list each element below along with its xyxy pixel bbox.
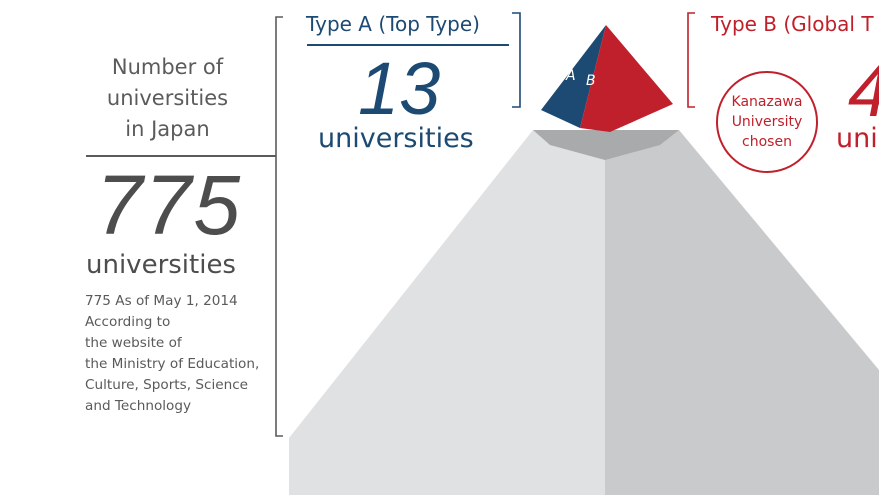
type-b-count-unit: uni: [836, 123, 878, 154]
national-heading-line: Number of: [111, 55, 224, 79]
badge-line: University: [731, 114, 803, 130]
national-divider: [86, 155, 276, 157]
pyramid-left-face: [289, 130, 605, 495]
national-heading-line: universities: [106, 86, 229, 110]
source-note-line: 775 As of May 1, 2014: [85, 293, 238, 309]
type-b-bracket: [687, 12, 695, 108]
pyramid-top-band: [533, 130, 679, 160]
apex-label-a: A: [565, 68, 576, 84]
type-a-divider: [307, 44, 509, 46]
badge-line: Kanazawa: [731, 94, 803, 110]
type-b-count: 4: [848, 52, 879, 130]
kanazawa-chosen-badge: Kanazawa University chosen: [716, 71, 818, 173]
national-count-unit: universities: [86, 250, 236, 280]
source-note-line: the Ministry of Education,: [85, 356, 260, 372]
source-note: 775 As of May 1, 2014 According to the w…: [85, 291, 285, 417]
type-b-title: Type B (Global T: [711, 12, 874, 36]
source-note-line: and Technology: [85, 398, 192, 414]
type-a-count: 13: [358, 47, 441, 130]
badge-line: chosen: [742, 134, 792, 150]
source-note-line: According to: [85, 314, 171, 330]
apex-label-b: B: [586, 73, 596, 89]
national-count: 775: [96, 158, 243, 252]
type-a-title: Type A (Top Type): [306, 12, 480, 36]
left-bracket: [275, 16, 283, 437]
type-a-bracket: [512, 12, 521, 108]
apex-type-a-face: [541, 25, 606, 128]
national-heading-line: in Japan: [125, 117, 210, 141]
pyramid-right-face: [605, 130, 879, 495]
national-heading: Number of universities in Japan: [70, 52, 265, 145]
type-a-count-unit: universities: [318, 123, 474, 154]
source-note-line: the website of: [85, 335, 182, 351]
apex-type-b-face: [580, 25, 673, 132]
source-note-line: Culture, Sports, Science: [85, 377, 249, 393]
